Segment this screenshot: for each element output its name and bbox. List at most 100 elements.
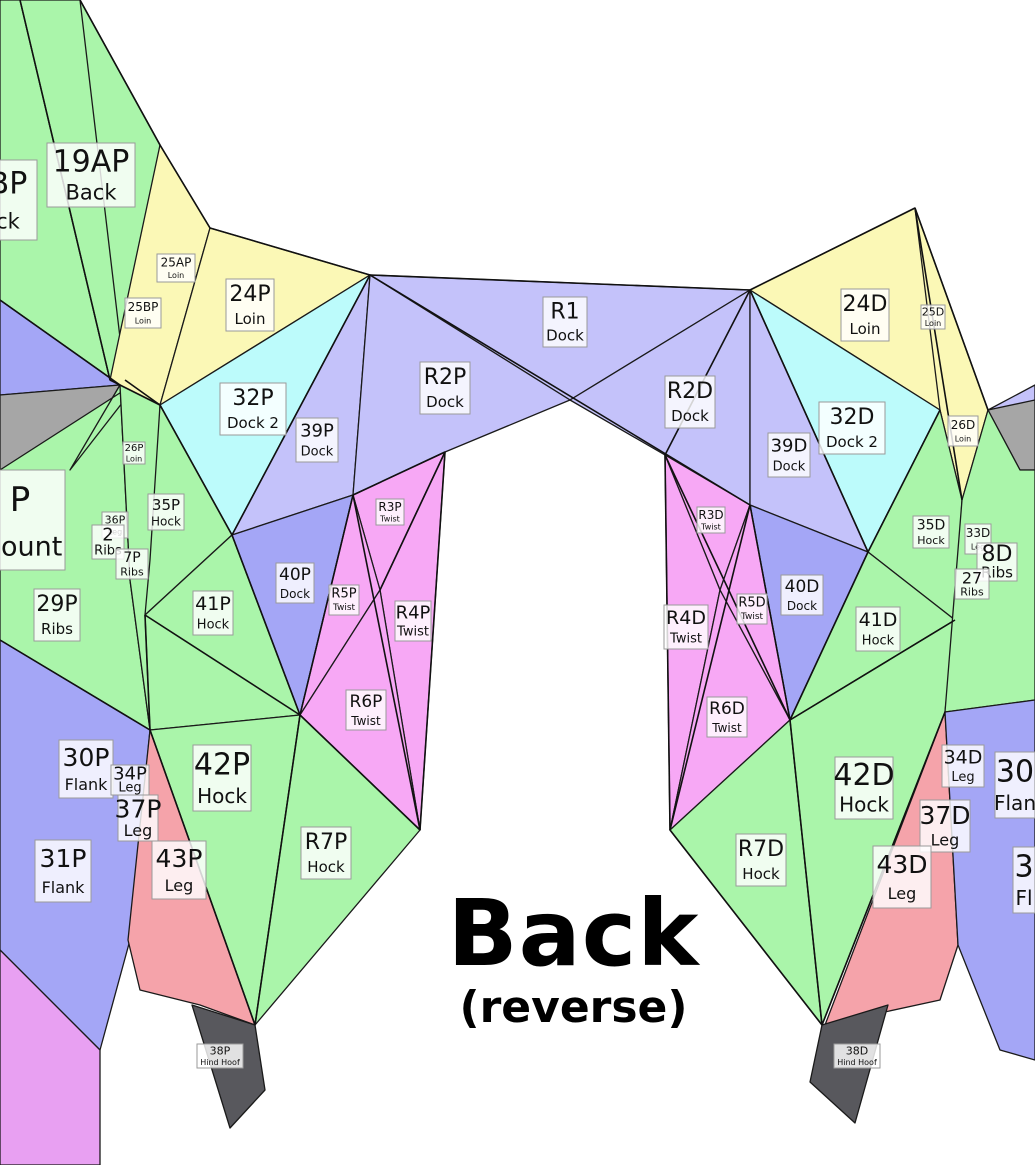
label-box — [706, 696, 748, 738]
piece-code: 7P — [123, 550, 140, 566]
fold-line — [352, 494, 421, 831]
piece-code: BP — [0, 167, 27, 202]
piece-name: Hock — [307, 858, 345, 876]
piece-name: Hind Hoof — [837, 1058, 877, 1067]
label-box — [736, 593, 768, 625]
piece-code: 34D — [944, 747, 983, 769]
piece-name: Leg — [165, 876, 194, 895]
piece-code: 39P — [300, 421, 334, 442]
piece-code: R5P — [331, 587, 356, 602]
label-box — [33, 588, 81, 642]
piece-name: Leg — [888, 884, 917, 903]
label-box — [394, 600, 432, 642]
fold-line — [749, 504, 791, 721]
piece-code: 38D — [846, 1045, 868, 1058]
pattern-piece — [0, 949, 101, 1165]
fold-line — [419, 451, 446, 831]
piece-code: R3D — [698, 508, 723, 522]
fold-line — [231, 274, 371, 536]
piece-code: R7D — [738, 837, 784, 862]
piece-name: Leg — [124, 821, 153, 840]
piece-label: 29P Ribs — [33, 588, 81, 642]
label-box — [117, 794, 159, 842]
piece-code: 19AP — [53, 145, 130, 180]
fold-line — [299, 494, 354, 716]
fold-line — [914, 207, 989, 411]
fold-line — [749, 289, 869, 553]
fold-line — [369, 274, 751, 506]
piece-label: 39P Dock — [295, 417, 339, 463]
piece-label: R7D Hock — [735, 833, 787, 887]
fold-line — [231, 534, 301, 716]
piece-code: R6D — [709, 699, 745, 719]
piece-name: Twist — [379, 515, 400, 524]
piece-label: R7P Hock — [300, 826, 352, 880]
piece-name: Loin — [925, 319, 942, 328]
piece-name: ck — [0, 210, 21, 234]
piece-code: R4D — [666, 607, 706, 629]
fold-line — [664, 454, 791, 721]
piece-name: Dock 2 — [826, 433, 878, 451]
piece-code: 29P — [36, 592, 77, 617]
label-box — [225, 278, 275, 332]
piece-code: 33D — [966, 526, 991, 540]
label-box — [833, 1043, 881, 1069]
piece-code: R1 — [550, 300, 579, 325]
piece-name: Ribs — [41, 620, 73, 638]
piece-code: 3 — [1014, 849, 1033, 884]
label-box — [295, 417, 339, 463]
piece-label: 43P Leg — [151, 840, 207, 900]
diagram-title: Back — [447, 880, 700, 987]
piece-name: Hock — [197, 784, 247, 808]
piece-code: 32D — [830, 405, 875, 430]
piece-name: Loin — [235, 310, 266, 328]
fold-line — [209, 227, 371, 276]
piece-name: Dock — [301, 444, 334, 459]
piece-code: 40P — [279, 565, 311, 585]
label-box — [664, 375, 716, 429]
pattern-piece — [987, 384, 1035, 411]
piece-code: R5D — [738, 596, 765, 611]
piece-name: Flank — [42, 878, 86, 897]
piece-code: 27 — [962, 569, 982, 588]
label-box — [115, 548, 149, 580]
piece-label: 30P Flank — [58, 739, 114, 799]
piece-code: 41P — [195, 593, 231, 615]
piece-code: 34P — [113, 764, 147, 785]
fold-line — [159, 404, 233, 536]
label-box — [941, 744, 985, 788]
fold-line — [669, 829, 823, 1026]
label-box — [147, 493, 185, 531]
piece-name: Leg — [118, 781, 141, 796]
diagram-subtitle: (reverse) — [459, 982, 688, 1033]
piece-label: R2D Dock — [664, 375, 716, 429]
label-box — [0, 469, 66, 571]
label-box — [156, 253, 196, 283]
label-box — [122, 441, 146, 465]
label-box — [780, 574, 824, 616]
piece-code: 35D — [917, 518, 946, 534]
piece-name: Hock — [742, 865, 780, 883]
label-box — [328, 584, 360, 616]
piece-code: 39D — [771, 436, 808, 457]
piece-name: Hock — [151, 515, 181, 529]
piece-label: 41P Hock — [192, 590, 234, 636]
piece-name: Dock — [280, 587, 310, 601]
label-box — [275, 562, 315, 604]
label-box — [696, 506, 726, 534]
piece-name: Leg — [931, 831, 960, 850]
piece-name: Leg — [951, 770, 974, 785]
piece-name: Twist — [669, 631, 702, 646]
label-box — [375, 498, 405, 526]
fold-line — [144, 614, 151, 731]
piece-name: Loin — [135, 317, 152, 326]
piece-name: Hock — [839, 793, 889, 817]
piece-name: Twist — [740, 612, 764, 622]
